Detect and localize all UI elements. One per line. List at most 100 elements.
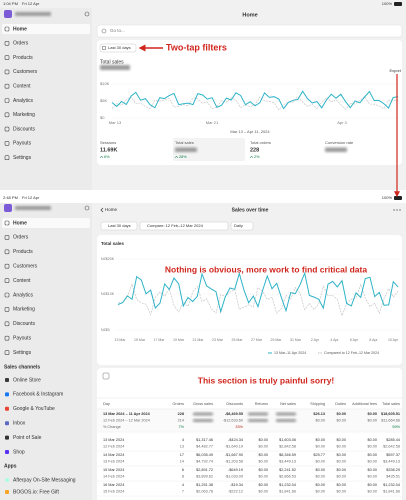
channel-item[interactable]: Point of Sale bbox=[13, 435, 42, 441]
nav-selected bbox=[2, 24, 90, 34]
metric-change: 28% bbox=[179, 155, 187, 159]
nav-item[interactable]: Settings bbox=[13, 350, 32, 356]
trend-up-icon bbox=[174, 155, 179, 159]
metric-change: 2% bbox=[254, 155, 260, 159]
nav-icon bbox=[4, 292, 10, 298]
column-header: Net sales bbox=[280, 402, 296, 406]
status-date: Fri 12 Apr bbox=[22, 1, 40, 6]
filter-label[interactable]: Compare: 12 Feb–12 Mar 2024 bbox=[147, 223, 204, 228]
filter-label[interactable]: Last 30 days bbox=[108, 223, 131, 228]
table-cell: 15 Feb 2024 bbox=[103, 490, 124, 494]
table-cell: 15 Mar 2024 bbox=[103, 468, 124, 472]
nav-item[interactable]: Content bbox=[13, 278, 31, 284]
battery-icon bbox=[394, 2, 402, 6]
x-tick-label: 25 Mar bbox=[232, 338, 244, 342]
filter-button[interactable] bbox=[230, 221, 254, 231]
x-tick-label: Mar 13 bbox=[109, 120, 122, 125]
channel-item[interactable]: Google & YouTube bbox=[13, 406, 55, 412]
filter-label[interactable]: Daily bbox=[234, 223, 243, 228]
nav-item[interactable]: Home bbox=[13, 26, 27, 32]
table-cell: $0.00 bbox=[258, 453, 268, 457]
table-cell: $1,232.04 bbox=[383, 483, 400, 487]
nav-item[interactable]: Marketing bbox=[13, 112, 35, 118]
card-title: Total sales bbox=[101, 241, 124, 246]
nav-item[interactable]: Products bbox=[13, 55, 33, 61]
table-cell: 13 Mar 2024 – 11 Apr 2024 bbox=[103, 412, 151, 416]
nav-item[interactable]: Discounts bbox=[13, 321, 35, 327]
nav-item[interactable]: Orders bbox=[13, 41, 29, 47]
x-tick-label: Apr 3 bbox=[337, 120, 347, 125]
channel-item[interactable]: Facebook & Instagram bbox=[13, 392, 63, 398]
nav-item[interactable]: Settings bbox=[13, 155, 32, 161]
search-placeholder[interactable]: Go to... bbox=[110, 28, 125, 33]
nav-icon bbox=[4, 40, 10, 46]
date-filter-button[interactable] bbox=[99, 43, 137, 53]
table-cell: -$1,640.19 bbox=[225, 445, 243, 449]
back-icon[interactable] bbox=[100, 207, 104, 213]
more-icon[interactable] bbox=[399, 209, 401, 211]
date-filter[interactable]: Last 30 days bbox=[108, 45, 131, 50]
notifications-icon[interactable] bbox=[84, 205, 90, 211]
filter-button[interactable] bbox=[139, 221, 229, 231]
y-tick-label: NZ$0 bbox=[101, 328, 110, 332]
table-filter-icon[interactable] bbox=[102, 372, 110, 380]
nav-item[interactable]: Analytics bbox=[13, 292, 34, 298]
table-cell: % Change bbox=[103, 425, 121, 429]
more-icon[interactable] bbox=[396, 209, 398, 211]
table-cell: -$19.34 bbox=[230, 483, 243, 487]
trend-up-icon bbox=[249, 155, 254, 159]
nav-item[interactable]: Orders bbox=[13, 235, 29, 241]
channel-item[interactable]: Online Store bbox=[13, 377, 41, 383]
table-cell: $18,605.51 bbox=[381, 412, 400, 416]
store-avatar bbox=[4, 10, 12, 18]
column-header: Shipping bbox=[310, 402, 325, 406]
table-cell: $0.00 bbox=[367, 438, 377, 442]
table-cell: 4 bbox=[182, 438, 184, 442]
nav-item[interactable]: Payouts bbox=[13, 141, 32, 147]
nav-selected bbox=[2, 218, 90, 228]
nav-icon bbox=[4, 278, 10, 283]
nav-item[interactable]: Analytics bbox=[13, 98, 34, 104]
column-header: Day bbox=[103, 402, 110, 406]
nav-item[interactable]: Customers bbox=[13, 264, 38, 270]
channel-item[interactable]: Shop bbox=[13, 449, 25, 455]
channel-item[interactable]: Inbox bbox=[13, 421, 26, 427]
chart-card bbox=[97, 235, 402, 365]
comparison-line bbox=[118, 282, 399, 317]
bottom-sidebar bbox=[0, 203, 92, 500]
table-cell: $0.00 bbox=[336, 468, 346, 472]
table-cell: $1,317.46 bbox=[196, 438, 213, 442]
status-battery: 100% bbox=[382, 1, 393, 6]
blurred-value bbox=[248, 419, 268, 422]
nav-item[interactable]: Products bbox=[13, 249, 33, 255]
nav-item[interactable]: Discounts bbox=[13, 126, 35, 132]
nav-icon bbox=[4, 263, 10, 269]
filter-button[interactable] bbox=[100, 221, 138, 231]
column-header: Duties bbox=[335, 402, 346, 406]
channel-icon bbox=[5, 392, 9, 397]
table-cell: $3,899.62 bbox=[196, 475, 213, 479]
table-cell: $1,841.66 bbox=[279, 490, 296, 494]
column-header: Returns bbox=[255, 402, 268, 406]
export-button[interactable]: Export bbox=[389, 68, 401, 73]
nav-icon bbox=[4, 141, 10, 146]
app-item[interactable]: BOGOS.io: Free Gift bbox=[13, 489, 59, 495]
app-item[interactable]: Afterpay On-Site Messaging bbox=[13, 477, 76, 483]
notifications-icon[interactable] bbox=[84, 11, 90, 17]
nav-icon bbox=[4, 220, 10, 226]
legend-label: 13 Mar–11 Apr 2024 bbox=[274, 351, 306, 355]
status-date: Fri 12 Apr bbox=[22, 195, 40, 200]
nav-item[interactable]: Content bbox=[13, 84, 31, 90]
table-cell: $2,842.58 bbox=[279, 445, 296, 449]
search-box[interactable] bbox=[96, 24, 403, 38]
nav-item[interactable]: Home bbox=[13, 220, 27, 226]
nav-item[interactable]: Marketing bbox=[13, 307, 35, 313]
nav-item[interactable]: Customers bbox=[13, 69, 38, 75]
back-link[interactable]: Home bbox=[105, 207, 118, 212]
column-header: Gross sales bbox=[193, 402, 213, 406]
table-cell: 13 Mar 2024 bbox=[103, 438, 124, 442]
more-icon[interactable] bbox=[393, 209, 395, 211]
table-cell: $0.00 bbox=[367, 412, 377, 416]
table-cell: $0.00 bbox=[258, 460, 268, 464]
nav-item[interactable]: Payouts bbox=[13, 336, 32, 342]
